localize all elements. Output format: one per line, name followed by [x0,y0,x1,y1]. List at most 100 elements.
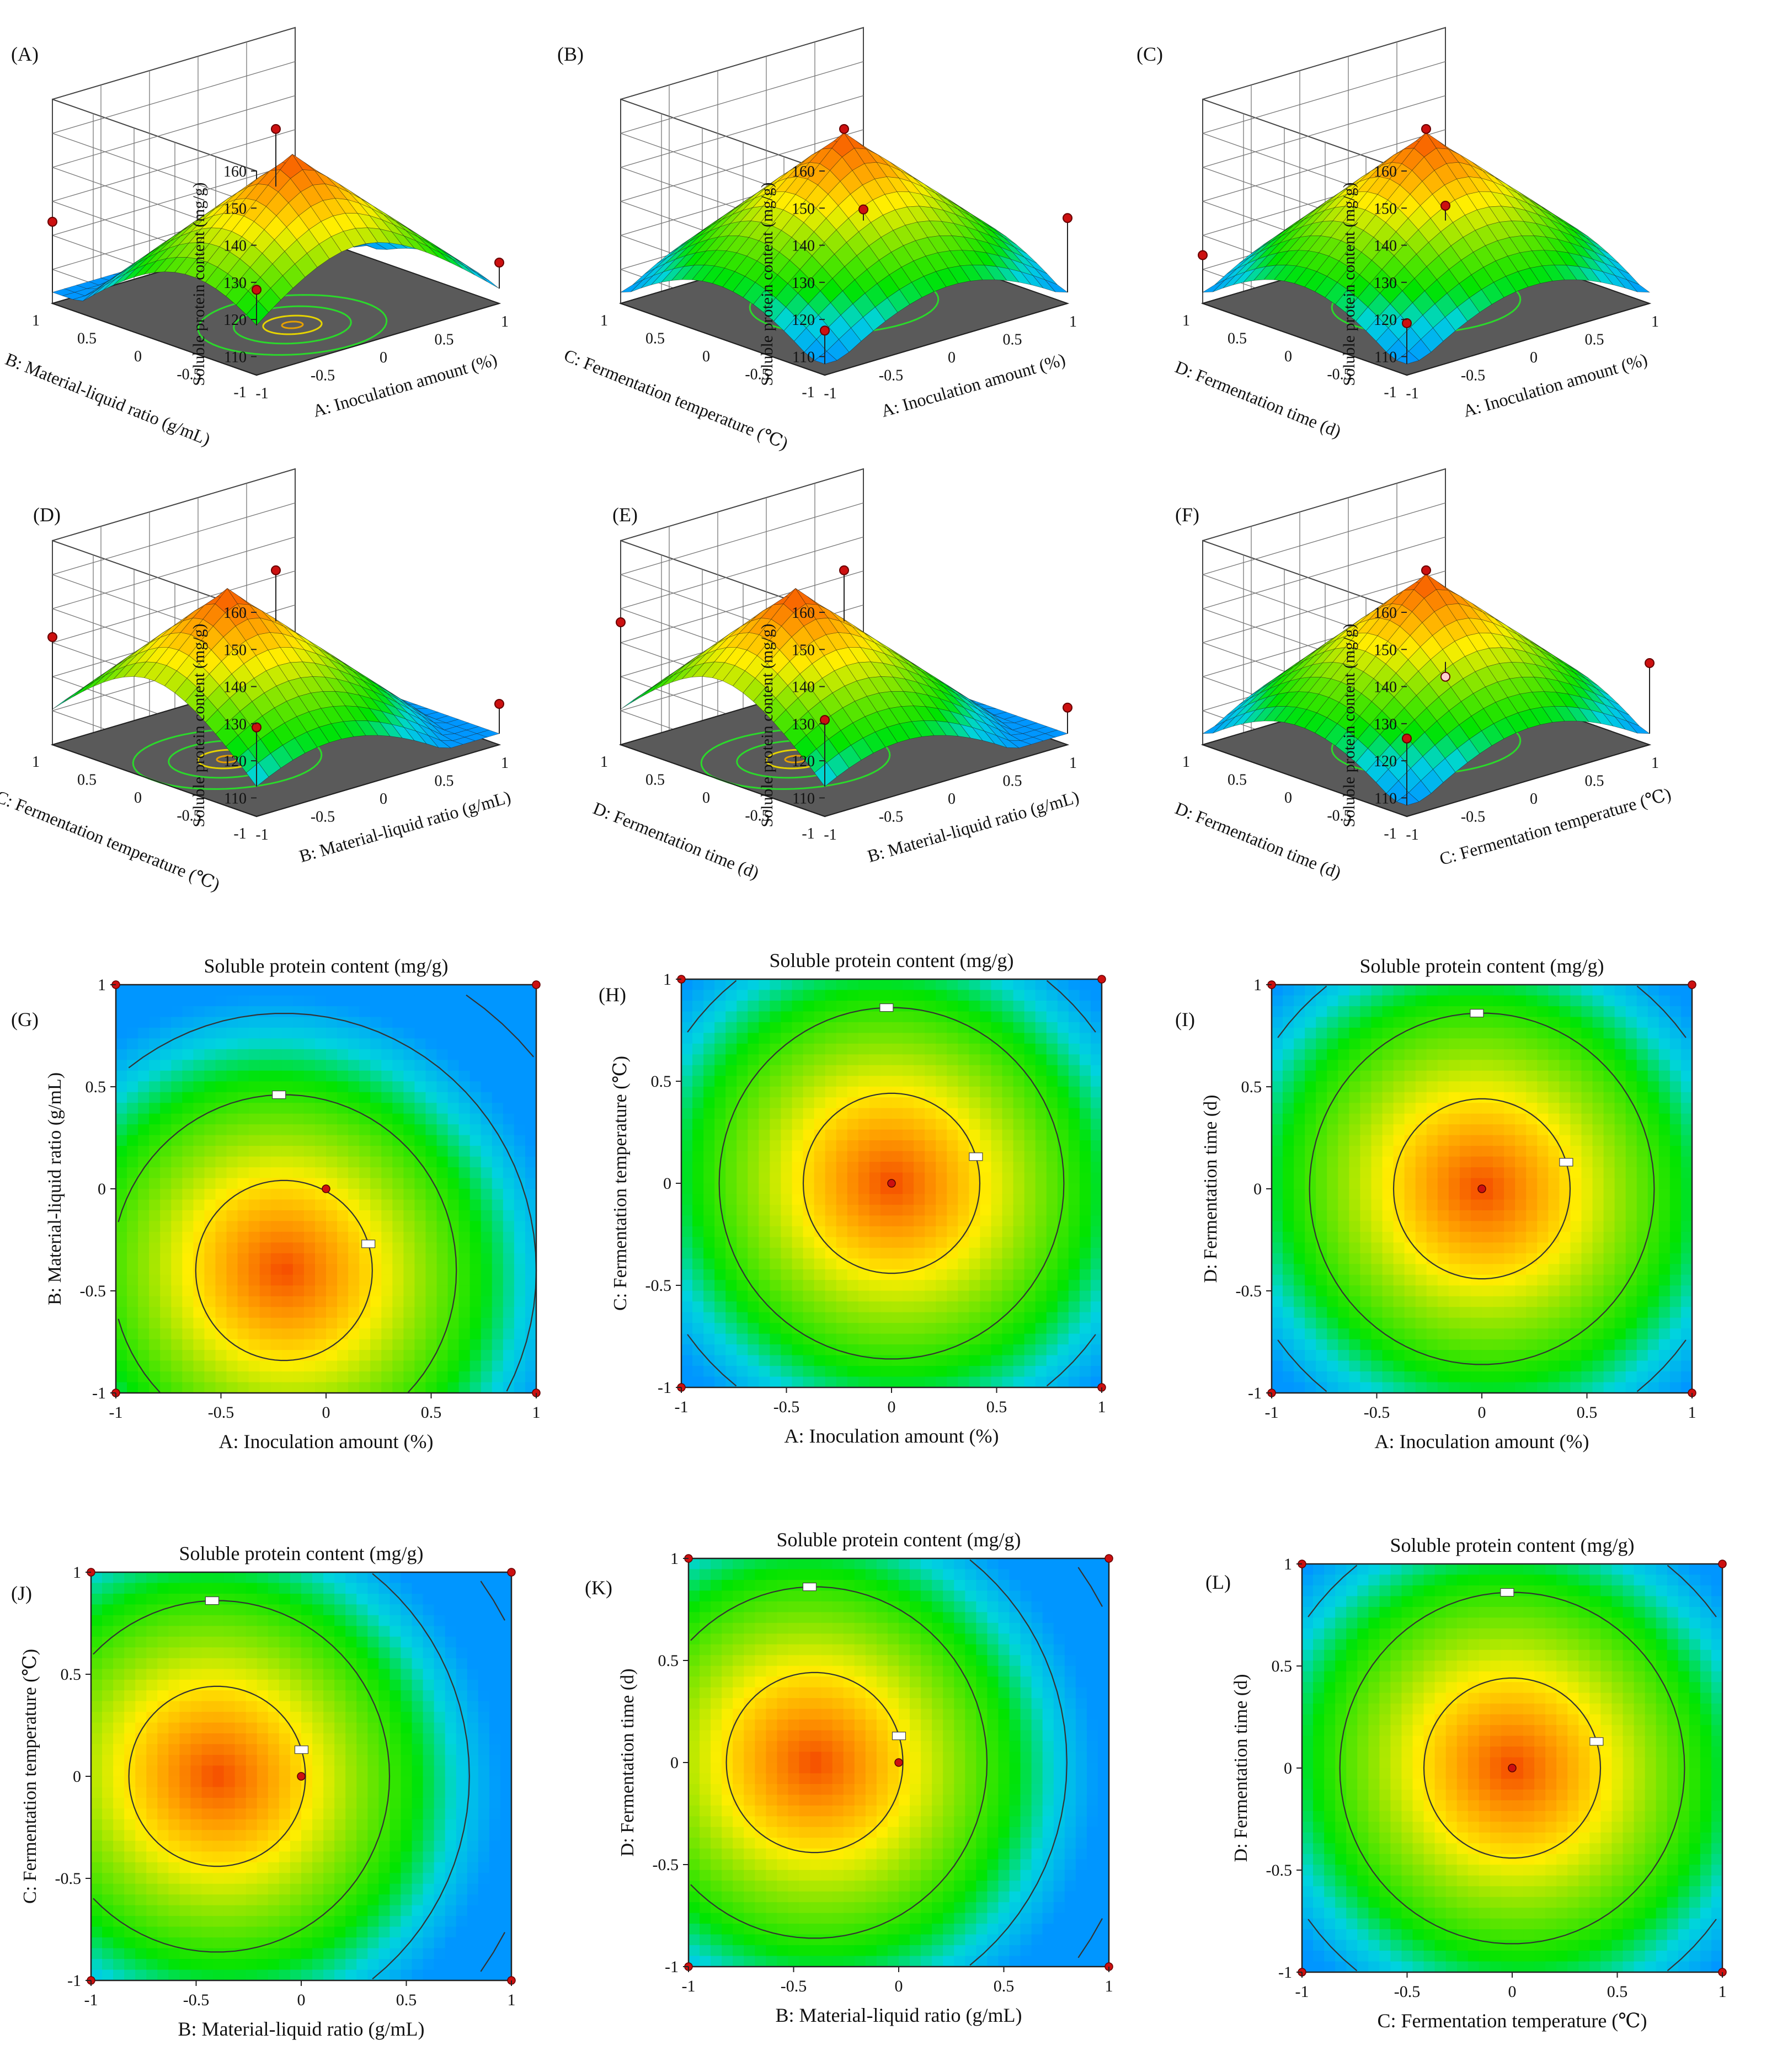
heat-cell [714,1290,727,1302]
heat-cell [160,1339,172,1350]
heat-cell [370,1210,382,1222]
heat-cell [138,1146,150,1157]
heat-cell [138,985,150,996]
heat-cell [403,1060,415,1071]
heat-cell [725,1151,738,1162]
heat-cell [359,1178,371,1189]
heat-cell [748,979,760,991]
heat-cell [803,1301,815,1313]
heat-cell [259,1167,271,1179]
heat-cell [525,1178,537,1189]
heat-cell [403,1296,415,1308]
heat-cell [880,1237,892,1248]
heat-cell [681,1119,693,1130]
heat-cell [880,1065,892,1077]
heat-cell [858,1054,870,1066]
heat-cell [492,1167,504,1179]
heat-cell [792,979,804,991]
heat-cell [436,1049,449,1061]
heat-cell [127,1231,138,1243]
heat-cell [792,1097,804,1109]
heat-cell [469,1339,482,1350]
heat-cell [392,995,404,1007]
heat-cell [692,1194,704,1205]
heat-cell [292,1189,305,1200]
heat-cell [215,1221,227,1232]
heat-cell [281,1135,294,1146]
heat-cell [770,1215,782,1227]
heat-cell [138,1199,150,1211]
heat-cell [270,1382,282,1393]
z-tick-label: 160 [792,163,815,180]
heat-cell [458,1006,471,1018]
heat-cell [392,1092,404,1104]
heat-cell [858,1151,870,1162]
heat-cell [869,1366,881,1377]
heat-cell [781,1226,793,1238]
heat-cell [858,1108,870,1119]
heat-cell [381,1135,393,1146]
heat-cell [303,1167,316,1179]
heat-cell [348,1135,360,1146]
heat-cell [204,1360,216,1372]
heat-cell [458,1135,471,1146]
heat-cell [792,1194,804,1205]
heat-cell [814,1183,826,1195]
heat-cell [869,1129,881,1141]
heat-cell [259,985,271,996]
heat-cell [281,1242,294,1254]
heat-cell [160,1060,172,1071]
heat-cell [703,1151,715,1162]
heat-cell [381,1210,393,1222]
heat-cell [836,990,848,1001]
heat-cell [337,985,349,996]
heat-cell [892,979,903,991]
heat-cell [436,1146,449,1157]
heat-cell [525,1156,537,1168]
heat-cell [436,1006,449,1018]
y-tick-label: -0.5 [745,366,769,383]
heat-cell [281,1317,294,1329]
x-tick-label: -0.5 [311,367,335,385]
heat-cell [171,1253,183,1265]
heat-cell [392,1070,404,1082]
heat-cell [370,1017,382,1028]
heat-cell [414,1296,426,1308]
heat-cell [204,1189,216,1200]
y-tick-label: -1 [233,825,246,842]
heat-cell [127,1274,138,1286]
heat-cell [359,1070,371,1082]
heat-cell [171,1146,183,1157]
heat-cell [337,1156,349,1168]
heat-cell [681,1151,693,1162]
heat-cell [469,1210,482,1222]
heat-cell [681,1226,693,1238]
x-tick-label: -0.5 [208,1403,234,1422]
heat-cell [681,1183,693,1195]
heat-cell [514,1296,526,1308]
heat-cell [458,1328,471,1340]
heat-cell [714,1000,727,1012]
heat-cell [348,1060,360,1071]
heat-cell [182,1382,194,1393]
heat-cell [348,1178,360,1189]
heat-cell [858,1140,870,1152]
heat-cell [447,1113,460,1125]
heat-cell [703,1172,715,1184]
heat-cell [403,1285,415,1297]
heat-cell [425,985,437,996]
heat-cell [681,1043,693,1055]
heat-cell [503,1339,515,1350]
heat-cell [116,1092,127,1104]
heat-cell [138,1307,150,1318]
heat-cell [836,1226,848,1238]
heat-cell [237,1221,249,1232]
z-tick-label: 140 [1374,679,1397,696]
heat-cell [869,1290,881,1302]
heat-cell [215,1081,227,1093]
heat-cell [314,1296,327,1308]
heat-cell [803,1076,815,1087]
heat-cell [792,990,804,1001]
heat-cell [314,1328,327,1340]
heat-cell [292,1253,305,1265]
